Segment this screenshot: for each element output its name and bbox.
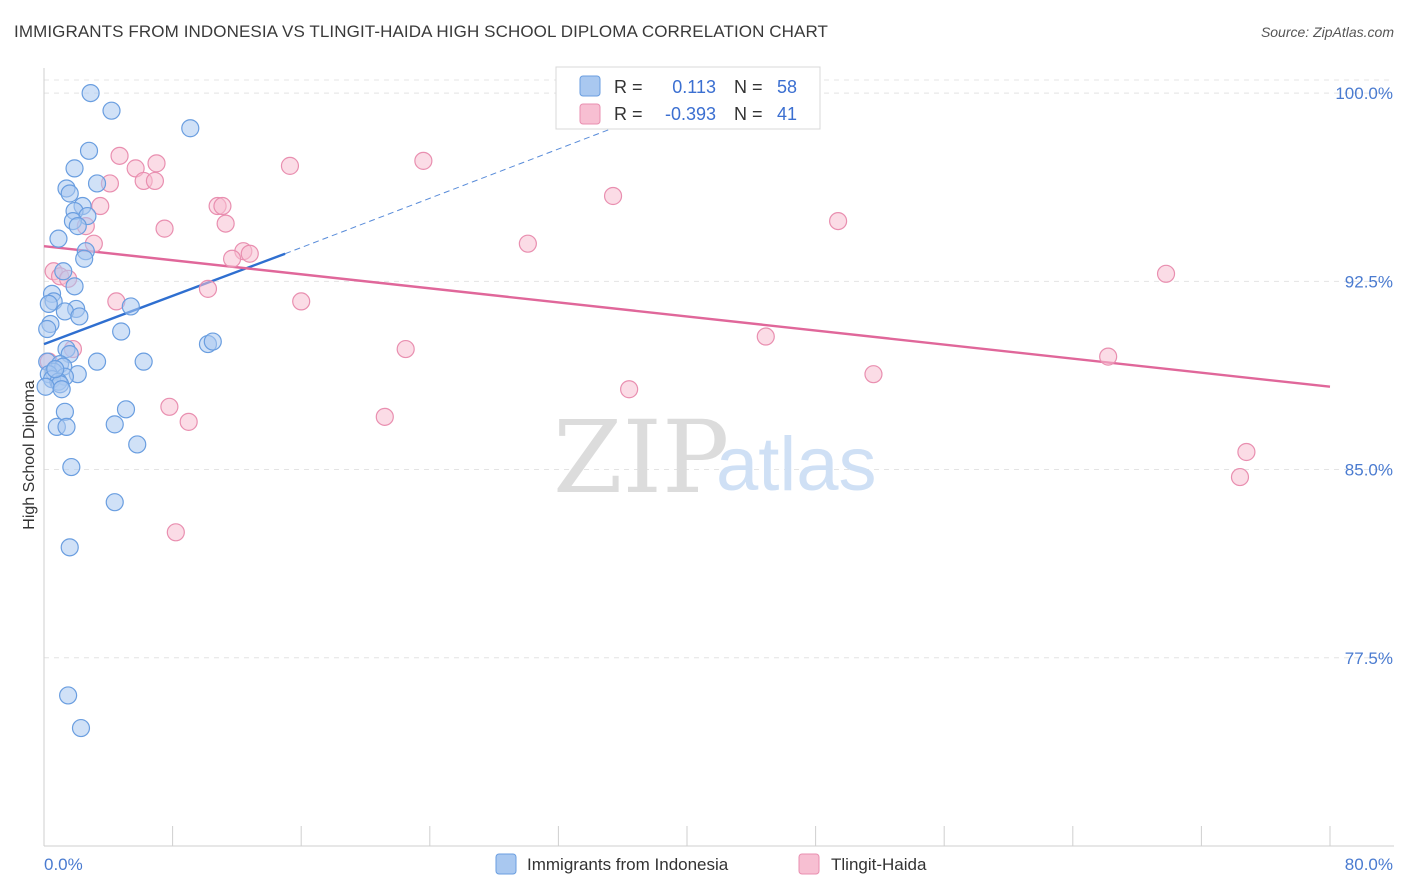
- x-tick-label-min: 0.0%: [44, 855, 83, 874]
- point-tlingit: [518, 234, 537, 253]
- point-indonesia: [65, 277, 84, 296]
- point-tlingit: [166, 523, 185, 542]
- point-indonesia: [112, 322, 131, 341]
- stats-box: R = 0.113 N = 58 R = -0.393 N = 41: [555, 66, 821, 130]
- stats-r-value-2: -0.393: [665, 104, 716, 124]
- point-tlingit: [240, 244, 259, 263]
- point-tlingit: [213, 196, 232, 216]
- point-tlingit: [216, 214, 235, 233]
- y-tick-label: 92.5%: [1345, 272, 1393, 291]
- point-indonesia: [49, 229, 68, 248]
- point-indonesia: [55, 402, 74, 421]
- point-indonesia: [60, 538, 79, 557]
- point-tlingit: [280, 156, 300, 175]
- point-indonesia: [52, 380, 71, 399]
- point-tlingit: [198, 279, 218, 298]
- legend-swatch-tlingit: [798, 853, 820, 875]
- point-indonesia: [60, 184, 79, 203]
- axes: 77.5% 85.0% 92.5% 100.0% 0.0% 80.0%: [43, 68, 1394, 874]
- point-indonesia: [181, 119, 200, 138]
- point-indonesia: [39, 294, 58, 314]
- stats-swatch-tlingit: [579, 103, 601, 125]
- point-indonesia: [102, 101, 121, 120]
- point-tlingit: [222, 249, 242, 268]
- stats-n-value-1: 58: [777, 77, 797, 97]
- point-indonesia: [59, 686, 78, 705]
- point-tlingit: [620, 380, 639, 399]
- y-tick-label: 77.5%: [1345, 649, 1393, 668]
- point-tlingit: [155, 219, 174, 238]
- data-points: [36, 83, 1256, 738]
- stats-n-label-2: N =: [734, 104, 763, 124]
- watermark-zip: ZIP: [553, 399, 729, 516]
- point-indonesia: [71, 718, 91, 738]
- point-indonesia: [79, 141, 99, 160]
- point-indonesia: [116, 400, 136, 419]
- gridlines: [44, 79, 1394, 659]
- stats-n-label-1: N =: [734, 77, 763, 97]
- legend-label-tlingit: Tlingit-Haida: [831, 855, 927, 874]
- point-indonesia: [203, 332, 222, 351]
- point-tlingit: [179, 412, 198, 431]
- trend-line-tlingit: [43, 244, 1331, 388]
- legend-label-indonesia: Immigrants from Indonesia: [527, 855, 729, 874]
- point-indonesia: [75, 249, 94, 268]
- chart-title: IMMIGRANTS FROM INDONESIA VS TLINGIT-HAI…: [14, 22, 829, 41]
- point-tlingit: [160, 397, 179, 416]
- point-indonesia: [62, 457, 81, 477]
- y-axis-label-group: High School Diploma: [21, 380, 38, 530]
- point-tlingit: [91, 196, 110, 216]
- point-indonesia: [128, 435, 147, 454]
- stats-r-label-2: R =: [614, 104, 643, 124]
- point-indonesia: [81, 83, 100, 103]
- point-tlingit: [147, 154, 166, 173]
- point-indonesia: [36, 377, 55, 396]
- stats-r-label-1: R =: [614, 77, 643, 97]
- trend-line-indonesia: [43, 252, 286, 346]
- legend: Immigrants from Indonesia Tlingit-Haida: [495, 853, 927, 875]
- point-tlingit: [375, 407, 394, 426]
- point-tlingit: [145, 171, 165, 191]
- y-axis-label: High School Diploma: [21, 380, 38, 530]
- point-indonesia: [134, 352, 153, 371]
- point-tlingit: [292, 292, 311, 311]
- point-tlingit: [414, 151, 433, 170]
- stats-n-value-2: 41: [777, 104, 797, 124]
- source-credit: Source: ZipAtlas.com: [1260, 24, 1394, 40]
- y-tick-label: 85.0%: [1345, 461, 1393, 480]
- point-indonesia: [105, 493, 124, 512]
- point-indonesia: [57, 417, 76, 436]
- point-tlingit: [396, 339, 415, 359]
- watermark-atlas: atlas: [716, 422, 877, 507]
- x-tick-label-max: 80.0%: [1345, 855, 1393, 874]
- legend-swatch-indonesia: [495, 853, 517, 875]
- point-tlingit: [864, 365, 883, 384]
- point-indonesia: [68, 217, 87, 236]
- point-tlingit: [1230, 467, 1250, 487]
- stats-r-value-1: 0.113: [672, 77, 716, 97]
- point-indonesia: [87, 352, 107, 371]
- stats-swatch-indonesia: [579, 75, 601, 97]
- trend-line-indonesia-extension: [284, 117, 639, 255]
- point-tlingit: [1099, 347, 1118, 366]
- point-indonesia: [121, 297, 140, 316]
- point-indonesia: [65, 159, 84, 178]
- point-tlingit: [756, 327, 775, 346]
- point-indonesia: [38, 319, 57, 339]
- point-indonesia: [54, 262, 73, 281]
- point-tlingit: [603, 186, 623, 206]
- point-tlingit: [110, 146, 129, 165]
- y-tick-label: 100.0%: [1335, 84, 1393, 103]
- point-indonesia: [87, 174, 107, 193]
- point-tlingit: [1156, 264, 1176, 283]
- point-indonesia: [105, 415, 124, 434]
- point-indonesia: [46, 360, 65, 379]
- watermark: ZIP atlas: [553, 399, 877, 516]
- trend-lines: [43, 117, 1331, 388]
- point-tlingit: [1237, 442, 1256, 462]
- point-tlingit: [829, 211, 848, 231]
- point-indonesia: [70, 307, 89, 326]
